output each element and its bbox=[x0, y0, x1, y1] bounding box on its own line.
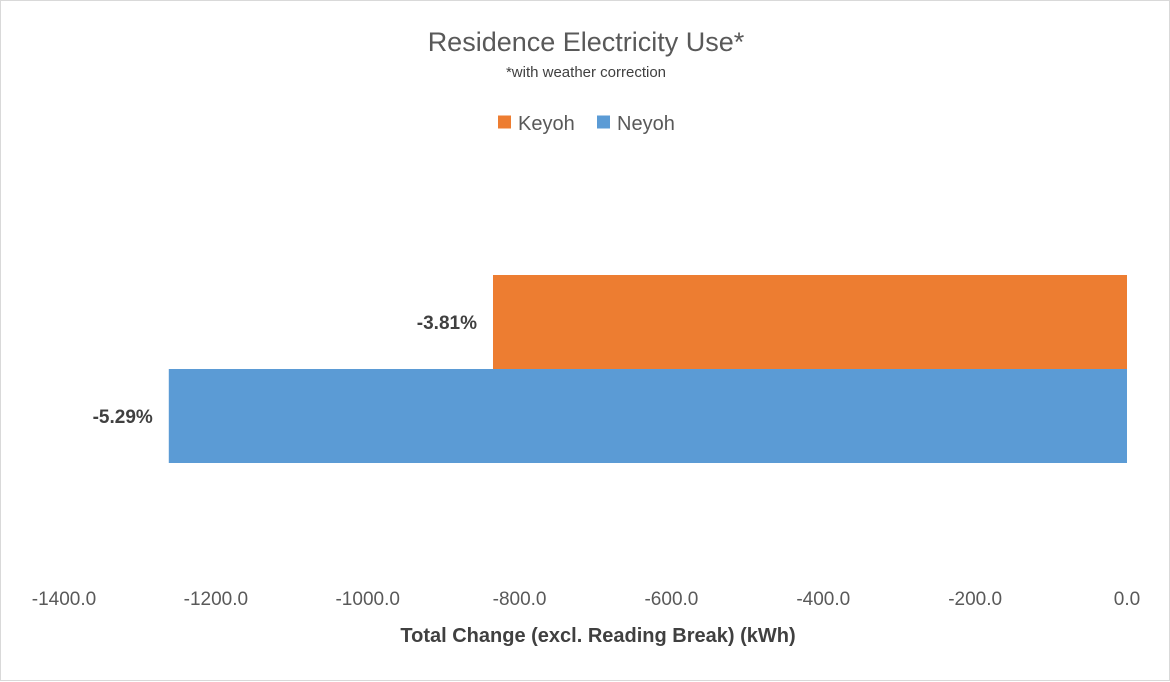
legend-label-neyoh: Neyoh bbox=[617, 113, 675, 135]
data-labels-group: -3.81% -5.29% bbox=[93, 313, 478, 428]
x-tick-label: -1200.0 bbox=[184, 589, 248, 610]
bar-neyoh bbox=[168, 369, 1127, 463]
data-label-neyoh: -5.29% bbox=[93, 407, 153, 428]
x-tick-label: 0.0 bbox=[1114, 589, 1140, 610]
bars-group bbox=[168, 275, 1127, 463]
data-label-keyoh: -3.81% bbox=[417, 313, 477, 334]
x-tick-label: -600.0 bbox=[644, 589, 698, 610]
x-axis-title: Total Change (excl. Reading Break) (kWh) bbox=[400, 625, 795, 647]
x-tick-label: -800.0 bbox=[493, 589, 547, 610]
x-tick-label: -400.0 bbox=[796, 589, 850, 610]
bar-keyoh bbox=[492, 275, 1127, 369]
x-axis-ticks: -1400.0 -1200.0 -1000.0 -800.0 -600.0 -400.0 -… bbox=[32, 589, 1140, 610]
legend: Keyoh Neyoh bbox=[498, 113, 675, 135]
chart-title: Residence Electricity Use* bbox=[428, 27, 745, 57]
legend-label-keyoh: Keyoh bbox=[518, 113, 575, 135]
legend-swatch-neyoh bbox=[597, 115, 610, 129]
legend-swatch-keyoh bbox=[498, 115, 511, 129]
x-tick-label: -1000.0 bbox=[335, 589, 399, 610]
chart-subtitle: *with weather correction bbox=[506, 64, 666, 81]
x-tick-label: -200.0 bbox=[948, 589, 1002, 610]
x-tick-label: -1400.0 bbox=[32, 589, 96, 610]
